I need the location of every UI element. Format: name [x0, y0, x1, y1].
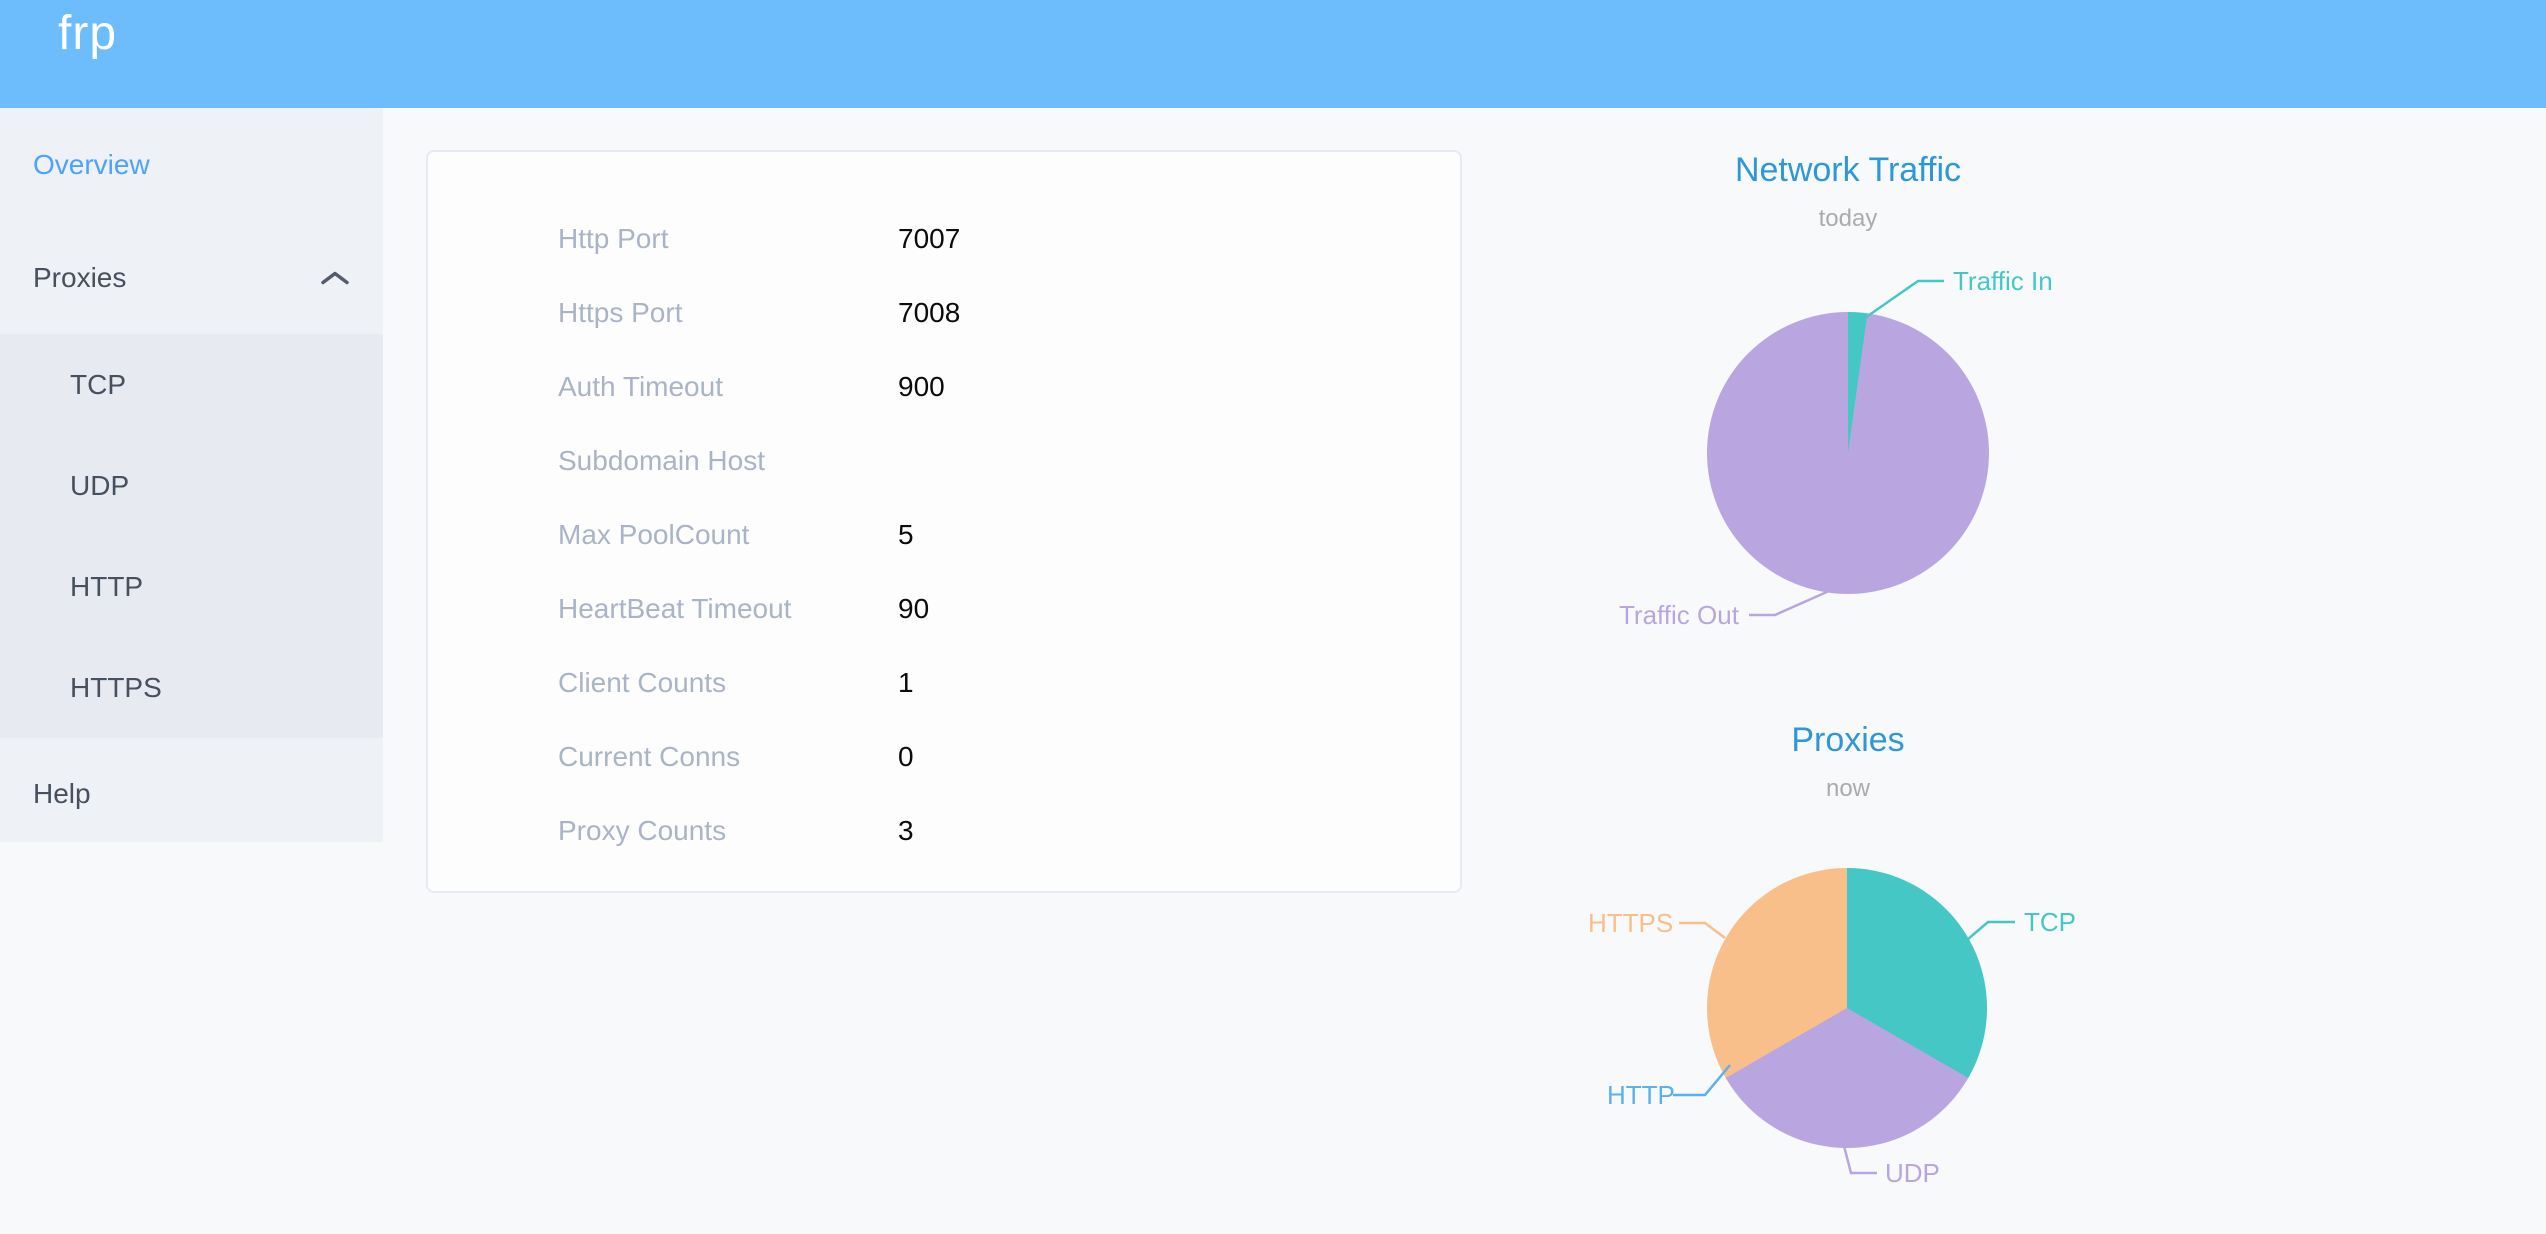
sidebar-item-help[interactable]: Help — [0, 738, 383, 842]
chart-title: Network Traffic — [1734, 151, 1962, 189]
header-bar: frp — [0, 0, 2546, 108]
slice-label-https: HTTPS — [1588, 908, 1674, 938]
sidebar-item-help-label: Help — [33, 778, 91, 809]
table-row: Https Port 7008 — [428, 276, 1460, 350]
row-label: Http Port — [558, 223, 669, 254]
sidebar-item-http[interactable]: HTTP — [0, 536, 383, 637]
row-value: 90 — [898, 593, 930, 624]
row-label: Https Port — [558, 297, 683, 328]
sidebar-item-http-label: HTTP — [70, 570, 144, 602]
row-label: Subdomain Host — [558, 445, 766, 476]
sidebar-item-tcp[interactable]: TCP — [0, 334, 383, 435]
row-label: Proxy Counts — [558, 815, 727, 846]
chart-subtitle: now — [1825, 775, 1871, 802]
chart-title: Proxies — [1791, 721, 1905, 759]
network-traffic-chart: Network Traffic today Traffic In Traffic… — [1563, 150, 2133, 680]
slice-label-http: HTTP — [1607, 1080, 1675, 1110]
server-info-card: Http Port 7007 Https Port 7008 Auth Time… — [426, 150, 1462, 893]
network-traffic-pie[interactable] — [1707, 312, 1989, 594]
sidebar-item-overview[interactable]: Overview — [0, 108, 383, 222]
app-logo: frp — [58, 7, 118, 60]
table-row: Max PoolCount 5 — [428, 498, 1460, 572]
table-row: Auth Timeout 900 — [428, 350, 1460, 424]
sidebar-item-https[interactable]: HTTPS — [0, 637, 383, 738]
row-label: Current Conns — [558, 741, 741, 772]
sidebar-item-https-label: HTTPS — [70, 671, 162, 703]
row-value: 5 — [898, 519, 914, 550]
row-label: Auth Timeout — [558, 371, 723, 402]
server-info-rows: Http Port 7007 Https Port 7008 Auth Time… — [428, 152, 1460, 868]
table-row: HeartBeat Timeout 90 — [428, 572, 1460, 646]
sidebar-item-overview-label: Overview — [33, 149, 150, 180]
row-value: 7007 — [898, 223, 961, 254]
sidebar-item-udp-label: UDP — [70, 469, 130, 501]
row-value: 900 — [898, 371, 945, 402]
table-row: Current Conns 0 — [428, 720, 1460, 794]
proxies-pie[interactable] — [1707, 868, 1987, 1148]
row-value: 7008 — [898, 297, 961, 328]
proxies-chart: Proxies now TCP UDP HTTP HTTPS — [1563, 720, 2133, 1234]
slice-label-traffic-in: Traffic In — [1953, 266, 2053, 296]
slice-label-traffic-out: Traffic Out — [1619, 600, 1739, 630]
row-value: 3 — [898, 815, 914, 846]
row-label: HeartBeat Timeout — [558, 593, 792, 624]
sidebar-item-proxies-label: Proxies — [33, 262, 127, 293]
slice-label-tcp: TCP — [2024, 907, 2076, 937]
chart-subtitle: today — [1818, 205, 1878, 232]
sidebar-item-proxies[interactable]: Proxies — [0, 222, 383, 334]
sidebar-item-udp[interactable]: UDP — [0, 435, 383, 536]
table-row: Http Port 7007 — [428, 202, 1460, 276]
row-label: Max PoolCount — [558, 519, 750, 550]
table-row: Client Counts 1 — [428, 646, 1460, 720]
slice-label-udp: UDP — [1885, 1158, 1940, 1188]
sidebar-item-tcp-label: TCP — [70, 368, 126, 400]
table-row: Subdomain Host — [428, 424, 1460, 498]
table-row: Proxy Counts 3 — [428, 794, 1460, 868]
row-label: Client Counts — [558, 667, 727, 698]
row-value: 0 — [898, 741, 914, 772]
row-value: 1 — [898, 667, 914, 698]
chevron-up-icon — [321, 271, 349, 285]
sidebar: Overview Proxies TCP UDP HTTP HTTPS Help — [0, 108, 383, 842]
sidebar-proxies-submenu: TCP UDP HTTP HTTPS — [0, 334, 383, 738]
